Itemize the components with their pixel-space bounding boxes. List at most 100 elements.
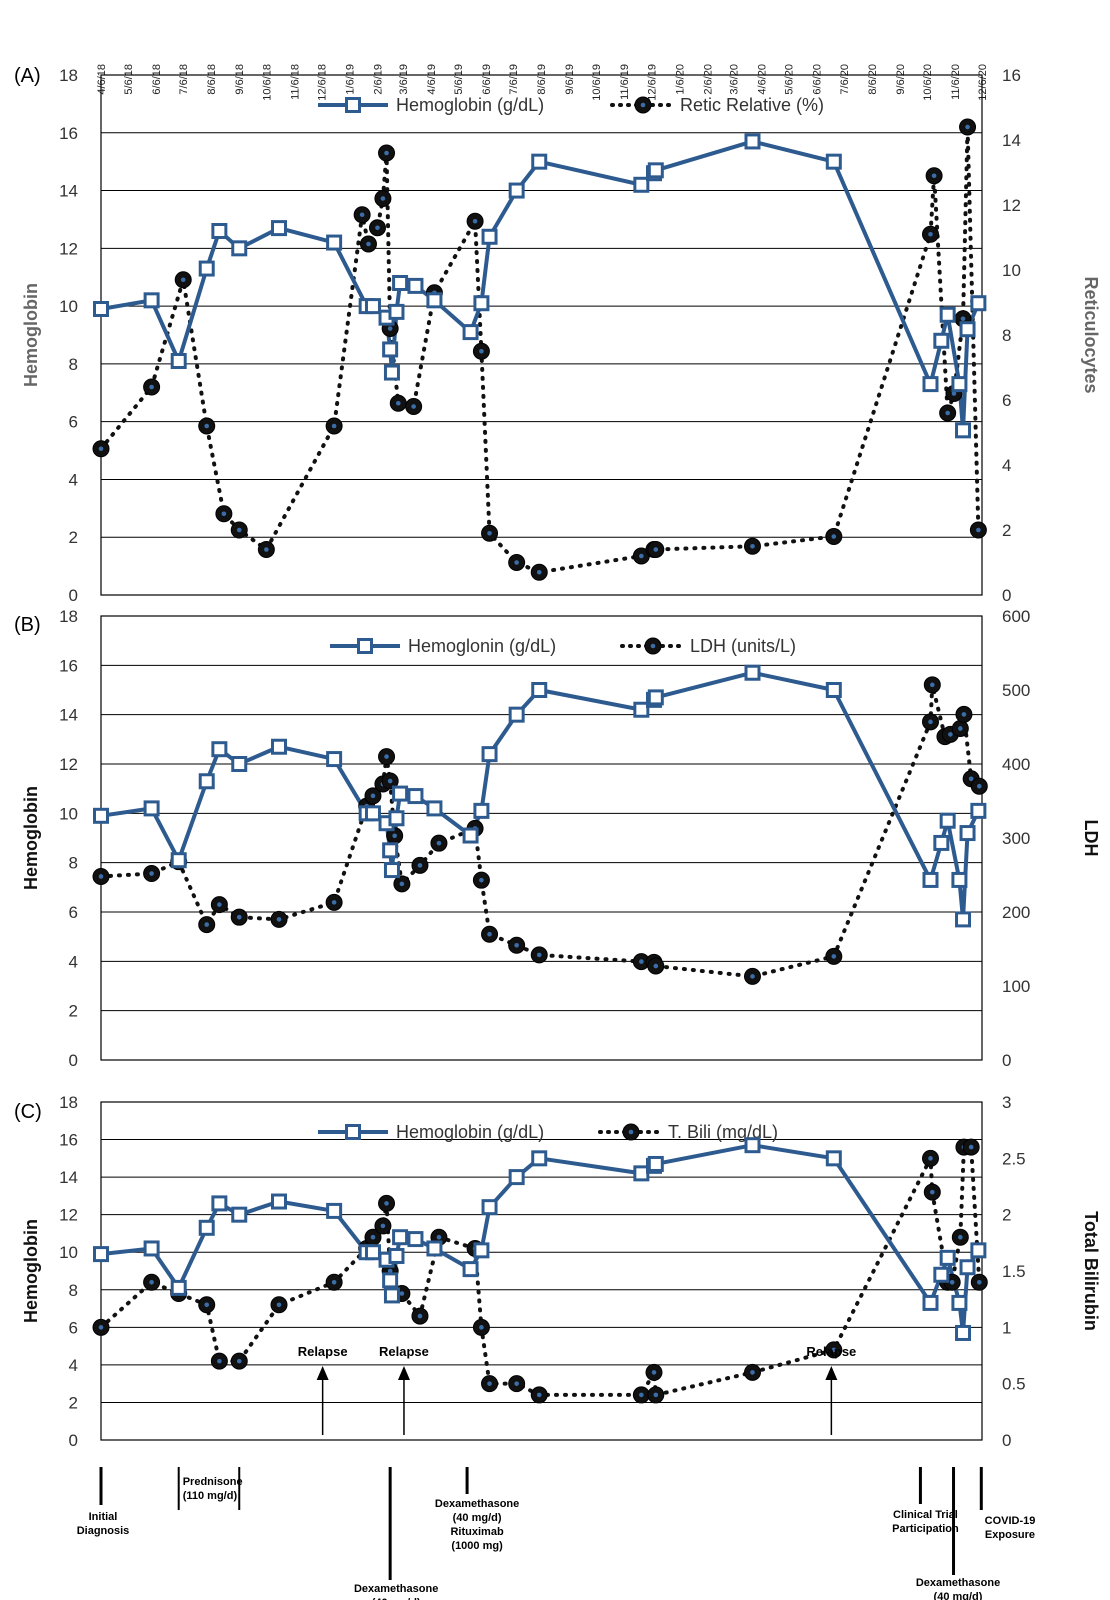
data-point-secondary-center <box>958 726 963 731</box>
timeline-label: Diagnosis <box>77 1525 130 1537</box>
date-tick-label: 4/6/18 <box>96 64 108 95</box>
date-tick-label: 11/6/18 <box>289 64 301 100</box>
data-point-secondary-center <box>931 173 937 179</box>
data-point-secondary-center <box>331 423 337 429</box>
series-line-hemoglobin <box>100 670 981 922</box>
data-point-secondary-center <box>384 754 389 759</box>
timeline-label: (1000 mg) <box>451 1540 503 1552</box>
data-point-hemoglobin <box>392 275 409 291</box>
data-point-secondary-center <box>264 547 269 552</box>
y-tick-label: 12 <box>59 239 78 258</box>
timeline-label: Dexamethasone <box>354 1583 438 1595</box>
y-tick-label: 12 <box>59 1206 78 1225</box>
data-point-secondary-center <box>651 1370 657 1375</box>
data-point-hemoglobin <box>970 295 987 312</box>
y-tick-label: 18 <box>59 607 78 626</box>
data-point-secondary-center <box>536 952 542 958</box>
data-point-hemoglobin <box>462 324 479 341</box>
y-tick-label: 8 <box>69 1281 78 1300</box>
timeline-label: Exposure <box>985 1529 1035 1541</box>
date-tick-label: 7/6/20 <box>839 64 851 95</box>
data-point-hemoglobin <box>426 800 443 817</box>
date-tick-label: 8/6/18 <box>206 64 218 95</box>
data-point-secondary-center <box>417 863 423 868</box>
data-point-hemoglobin <box>326 1202 343 1219</box>
data-point-secondary-center <box>98 874 104 879</box>
timeline-label: COVID-19 <box>985 1515 1036 1527</box>
data-point-hemoglobin <box>143 1240 160 1257</box>
legend-label: Retic Relative (%) <box>680 95 824 115</box>
data-point-hemoglobin <box>382 341 399 358</box>
y2-tick-label: 2 <box>1002 1206 1011 1225</box>
legend-marker-secondary-center <box>628 1129 634 1135</box>
data-point-hemoglobin <box>970 1242 987 1259</box>
y-tick-label: 4 <box>69 470 78 489</box>
timeline-label: (40 mg/d) <box>453 1512 502 1524</box>
timeline-label: Participation <box>892 1523 959 1535</box>
y2-tick-label: 10 <box>1002 261 1021 280</box>
date-tick-label: 9/6/20 <box>895 64 907 95</box>
data-point-hemoglobin <box>473 802 490 819</box>
date-tick-label: 10/6/20 <box>922 64 934 101</box>
relapse-label: Relapse <box>806 1344 856 1359</box>
data-point-secondary-center <box>366 241 371 247</box>
data-point-hemoglobin <box>388 303 405 320</box>
data-point-secondary-center <box>204 922 210 927</box>
data-point-secondary-center <box>536 1392 542 1398</box>
y-tick-label: 6 <box>69 903 78 922</box>
y-tick-label: 10 <box>59 804 78 823</box>
data-point-secondary-center <box>928 719 933 725</box>
data-point-secondary-center <box>976 527 981 533</box>
data-point-hemoglobin <box>462 1261 479 1278</box>
data-point-hemoglobin <box>198 1219 215 1236</box>
relapse-arrow-head <box>316 1366 329 1380</box>
data-point-secondary-center <box>948 732 953 737</box>
data-point-secondary-center <box>236 527 242 533</box>
data-point-secondary-center <box>514 943 519 948</box>
data-point-secondary-center <box>479 1325 484 1330</box>
y-tick-label: 12 <box>59 755 78 774</box>
data-point-secondary-center <box>945 410 950 416</box>
date-tick-label: 6/6/19 <box>481 64 493 95</box>
data-point-hemoglobin <box>383 862 400 879</box>
data-point-secondary-center <box>965 124 970 130</box>
date-tick-label: 10/6/19 <box>591 64 603 101</box>
data-point-hemoglobin <box>481 746 498 763</box>
data-point-hemoglobin <box>231 1206 248 1223</box>
y-tick-label: 14 <box>59 706 78 725</box>
data-point-hemoglobin <box>382 1272 399 1289</box>
data-point-hemoglobin <box>531 1150 548 1167</box>
data-point-hemoglobin <box>531 153 548 170</box>
data-point-hemoglobin <box>970 802 987 819</box>
y-tick-label: 18 <box>59 1093 78 1112</box>
data-point-hemoglobin <box>922 376 939 393</box>
y2-tick-label: 600 <box>1002 607 1030 626</box>
data-point-secondary-center <box>750 1370 755 1375</box>
legend-marker-secondary-center <box>650 643 656 649</box>
data-point-hemoglobin <box>744 133 761 150</box>
data-point-secondary-center <box>487 1381 492 1386</box>
data-point-secondary-center <box>331 1279 337 1285</box>
y-tick-label: 4 <box>69 1356 78 1375</box>
y2-tick-label: 14 <box>1002 131 1021 150</box>
data-point-hemoglobin <box>933 834 950 851</box>
data-point-secondary-center <box>98 446 104 452</box>
data-point-secondary-center <box>653 963 659 969</box>
y-tick-label: 6 <box>69 413 78 432</box>
data-point-hemoglobin <box>825 153 842 170</box>
legend-marker-hemoglobin <box>345 97 361 113</box>
timeline-label: Dexamethasone <box>435 1498 519 1510</box>
date-tick-label: 9/6/18 <box>234 64 246 95</box>
data-point-hemoglobin <box>388 1247 405 1264</box>
y2-tick-label: 3 <box>1002 1093 1011 1112</box>
data-point-secondary-center <box>750 543 755 549</box>
data-point-secondary-center <box>928 231 933 237</box>
data-point-secondary-center <box>976 783 982 789</box>
date-tick-label: 1/6/20 <box>674 64 686 95</box>
data-point-hemoglobin <box>508 1169 525 1186</box>
data-point-hemoglobin <box>744 664 761 681</box>
relapse-label: Relapse <box>379 1344 429 1359</box>
y2-tick-label: 0 <box>1002 1051 1011 1070</box>
y-tick-label: 8 <box>69 854 78 873</box>
plot-frame <box>100 615 983 1061</box>
